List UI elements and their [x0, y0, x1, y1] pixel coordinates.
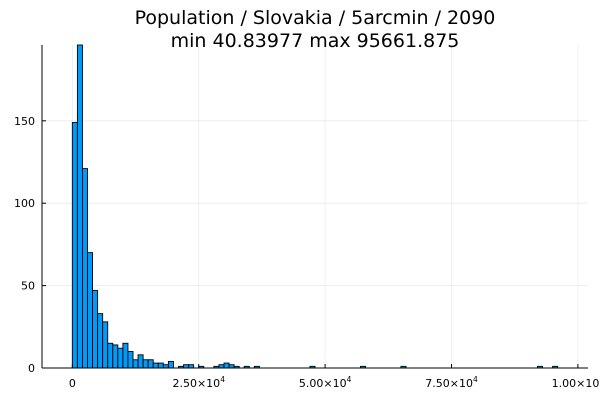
histogram-bar	[76, 44, 83, 369]
x-axis-ticks: 0 2.50×104 5.00×104 7.50×104 1.00×105	[69, 364, 600, 390]
histogram-bar	[142, 359, 149, 369]
histogram-bar	[97, 313, 104, 369]
histogram-bar	[117, 347, 124, 369]
x-tick-label: 7.50×104	[425, 375, 478, 390]
chart-title: Population / Slovakia / 5arcmin / 2090	[135, 7, 496, 29]
chart-subtitle: min 40.83977 max 95661.875	[171, 30, 460, 52]
y-tick-label: 100	[14, 197, 35, 210]
histogram-bar	[157, 362, 164, 369]
x-tick-label: 2.50×104	[172, 375, 225, 390]
histogram-bar	[92, 290, 99, 369]
histogram-bar	[127, 351, 134, 369]
y-axis-ticks: 0 50 100 150	[14, 115, 46, 375]
histogram-bar	[102, 321, 109, 369]
histogram-bar	[167, 360, 174, 369]
histogram-bar	[137, 354, 144, 369]
y-tick-label: 50	[21, 280, 35, 293]
histogram-bars	[71, 44, 559, 369]
histogram-bar	[122, 342, 129, 369]
histogram-bar	[107, 342, 114, 369]
histogram-bar	[152, 362, 159, 369]
x-tick-label: 0	[69, 377, 76, 390]
histogram-bar	[87, 252, 94, 369]
histogram-bar	[81, 168, 88, 369]
x-tick-label: 1.00×105	[552, 375, 600, 390]
histogram-bar	[223, 362, 230, 369]
grid-lines	[42, 45, 588, 369]
histogram-bar	[147, 359, 154, 369]
histogram-bar	[112, 344, 119, 369]
histogram-bar	[132, 359, 139, 369]
histogram-bar	[71, 122, 78, 369]
x-tick-label: 5.00×104	[299, 375, 352, 390]
y-tick-label: 0	[28, 362, 35, 375]
y-tick-label: 150	[14, 115, 35, 128]
axes	[41, 45, 588, 369]
